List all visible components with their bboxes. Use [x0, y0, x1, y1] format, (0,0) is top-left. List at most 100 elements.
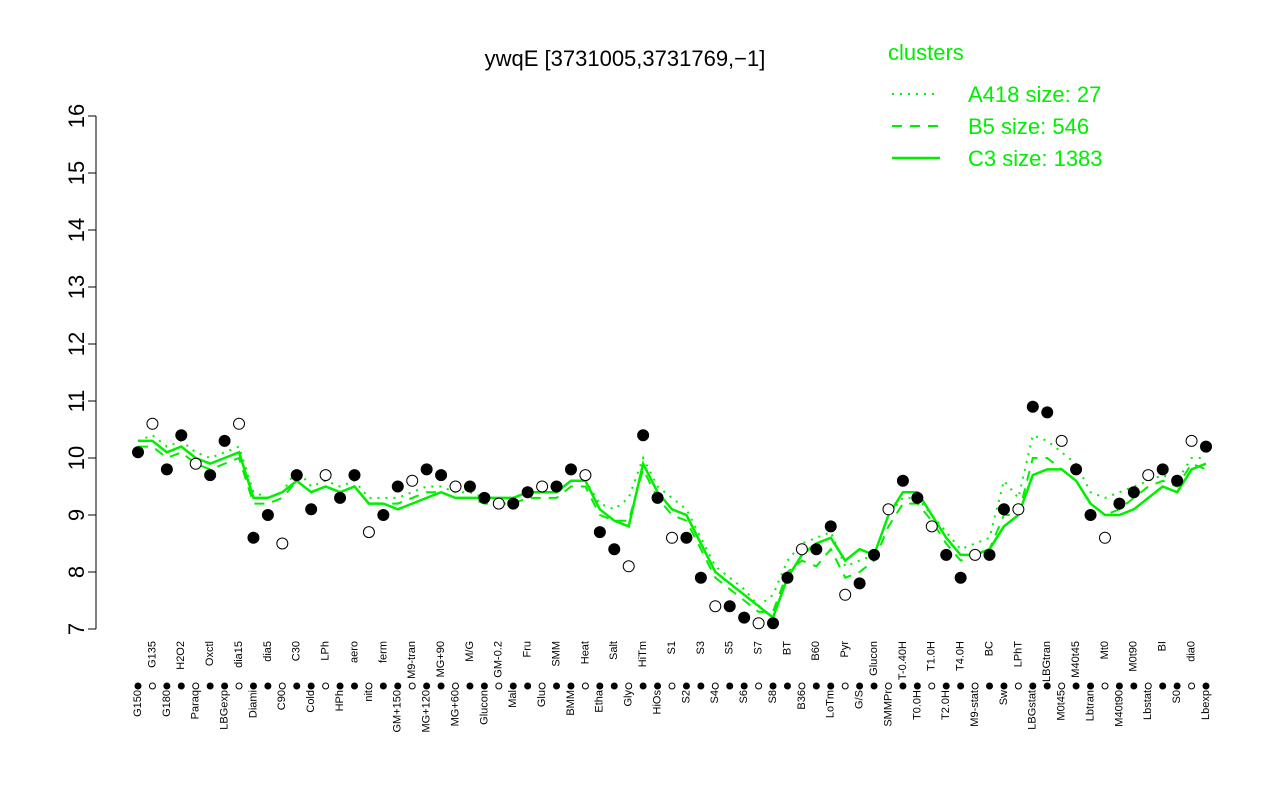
- x-tick-label: GM-0.2: [493, 641, 505, 678]
- category-marker: [610, 682, 618, 690]
- x-tick-label: Pyr: [839, 641, 851, 658]
- category-marker: [668, 682, 676, 690]
- x-tick-label: SMMPr: [882, 690, 894, 727]
- category-marker: [654, 682, 662, 690]
- data-point: [175, 429, 188, 442]
- category-marker: [682, 682, 690, 690]
- x-tick-label: G135: [146, 641, 158, 668]
- x-tick-label: Cold: [305, 690, 317, 713]
- data-point: [637, 429, 650, 442]
- x-tick-label: Salt: [608, 641, 620, 660]
- y-tick-label: 9: [64, 509, 89, 521]
- category-marker: [177, 682, 185, 690]
- x-tick-label: Oxctl: [204, 641, 216, 666]
- legend-title: clusters: [888, 40, 964, 65]
- category-marker: [307, 682, 315, 690]
- data-point: [1070, 463, 1083, 476]
- y-tick-label: 8: [64, 566, 89, 578]
- category-marker: [264, 682, 272, 690]
- data-point: [752, 617, 765, 630]
- data-point: [550, 480, 563, 493]
- data-point: [1113, 497, 1126, 510]
- y-tick-label: 14: [64, 218, 89, 242]
- category-marker: [596, 682, 604, 690]
- category-marker: [1159, 682, 1167, 690]
- data-point: [853, 577, 866, 590]
- x-tick-label: nit: [363, 690, 375, 702]
- data-point: [666, 531, 678, 544]
- x-tick-label: T2.0H: [940, 690, 952, 720]
- data-point: [507, 497, 520, 510]
- category-marker: [1115, 682, 1123, 690]
- category-marker: [697, 682, 705, 690]
- data-point: [233, 417, 246, 430]
- data-point: [1084, 509, 1097, 521]
- category-marker: [841, 682, 849, 690]
- data-point: [781, 571, 794, 584]
- data-point: [940, 548, 953, 561]
- x-tick-label: Gly: [623, 690, 635, 707]
- category-marker: [192, 682, 200, 690]
- x-tick-label: T0.0H: [911, 690, 923, 720]
- data-point: [218, 434, 231, 447]
- x-tick-label: M0t90: [1128, 641, 1140, 672]
- data-point: [247, 531, 260, 544]
- x-tick-label: Lbstat: [1142, 690, 1154, 720]
- category-marker: [1173, 682, 1181, 690]
- data-point: [160, 463, 173, 476]
- x-tick-label: BMM: [565, 690, 577, 716]
- category-marker: [625, 682, 633, 690]
- category-marker: [1188, 682, 1196, 690]
- data-point: [997, 503, 1010, 516]
- data-point: [478, 491, 491, 504]
- x-tick-label: T-0.40H: [897, 641, 909, 680]
- x-tick-label: aero: [348, 641, 360, 663]
- x-tick-label: Etha: [594, 689, 606, 713]
- x-tick-label: dia0: [1185, 641, 1197, 662]
- data-point: [305, 503, 318, 516]
- category-marker: [350, 682, 358, 690]
- category-marker: [221, 682, 229, 690]
- category-marker: [827, 682, 835, 690]
- category-marker: [163, 682, 171, 690]
- x-tick-label: Sw: [998, 690, 1010, 705]
- x-tick-label: Fru: [522, 641, 534, 658]
- data-point: [1200, 440, 1212, 453]
- x-tick-label: GM+150: [392, 690, 404, 733]
- x-tick-label: C90: [276, 690, 288, 710]
- data-point: [738, 611, 751, 624]
- x-tick-label: MG+60: [449, 690, 461, 726]
- category-marker: [755, 682, 763, 690]
- y-tick-label: 15: [64, 161, 89, 185]
- data-point: [1127, 486, 1140, 499]
- data-point: [795, 543, 808, 556]
- data-point: [839, 588, 852, 601]
- category-marker: [249, 682, 257, 690]
- x-tick-label: Mt0: [1099, 641, 1111, 659]
- category-marker: [1101, 682, 1109, 690]
- x-tick-label: M/G: [464, 641, 476, 662]
- y-tick-label: 12: [64, 332, 89, 356]
- category-marker: [581, 682, 589, 690]
- category-marker: [394, 682, 402, 690]
- x-tick-label: HiTm: [637, 641, 649, 667]
- x-tick-label: BT: [781, 641, 793, 655]
- x-tick-label: S4: [709, 690, 721, 703]
- x-tick-label: SMM: [550, 641, 562, 667]
- category-marker: [957, 682, 965, 690]
- x-tick-label: G150: [132, 690, 144, 717]
- y-tick-label: 13: [64, 275, 89, 299]
- y-tick-label: 10: [64, 446, 89, 470]
- category-marker: [899, 682, 907, 690]
- data-point: [536, 480, 549, 493]
- category-marker: [322, 682, 330, 690]
- x-tick-label: ferm: [377, 641, 389, 663]
- data-point: [1156, 463, 1169, 476]
- legend-label: A418 size: 27: [968, 82, 1101, 107]
- category-marker: [1072, 682, 1080, 690]
- category-marker: [452, 682, 460, 690]
- category-marker: [480, 682, 488, 690]
- category-marker: [524, 682, 532, 690]
- category-marker: [783, 682, 791, 690]
- category-marker: [928, 682, 936, 690]
